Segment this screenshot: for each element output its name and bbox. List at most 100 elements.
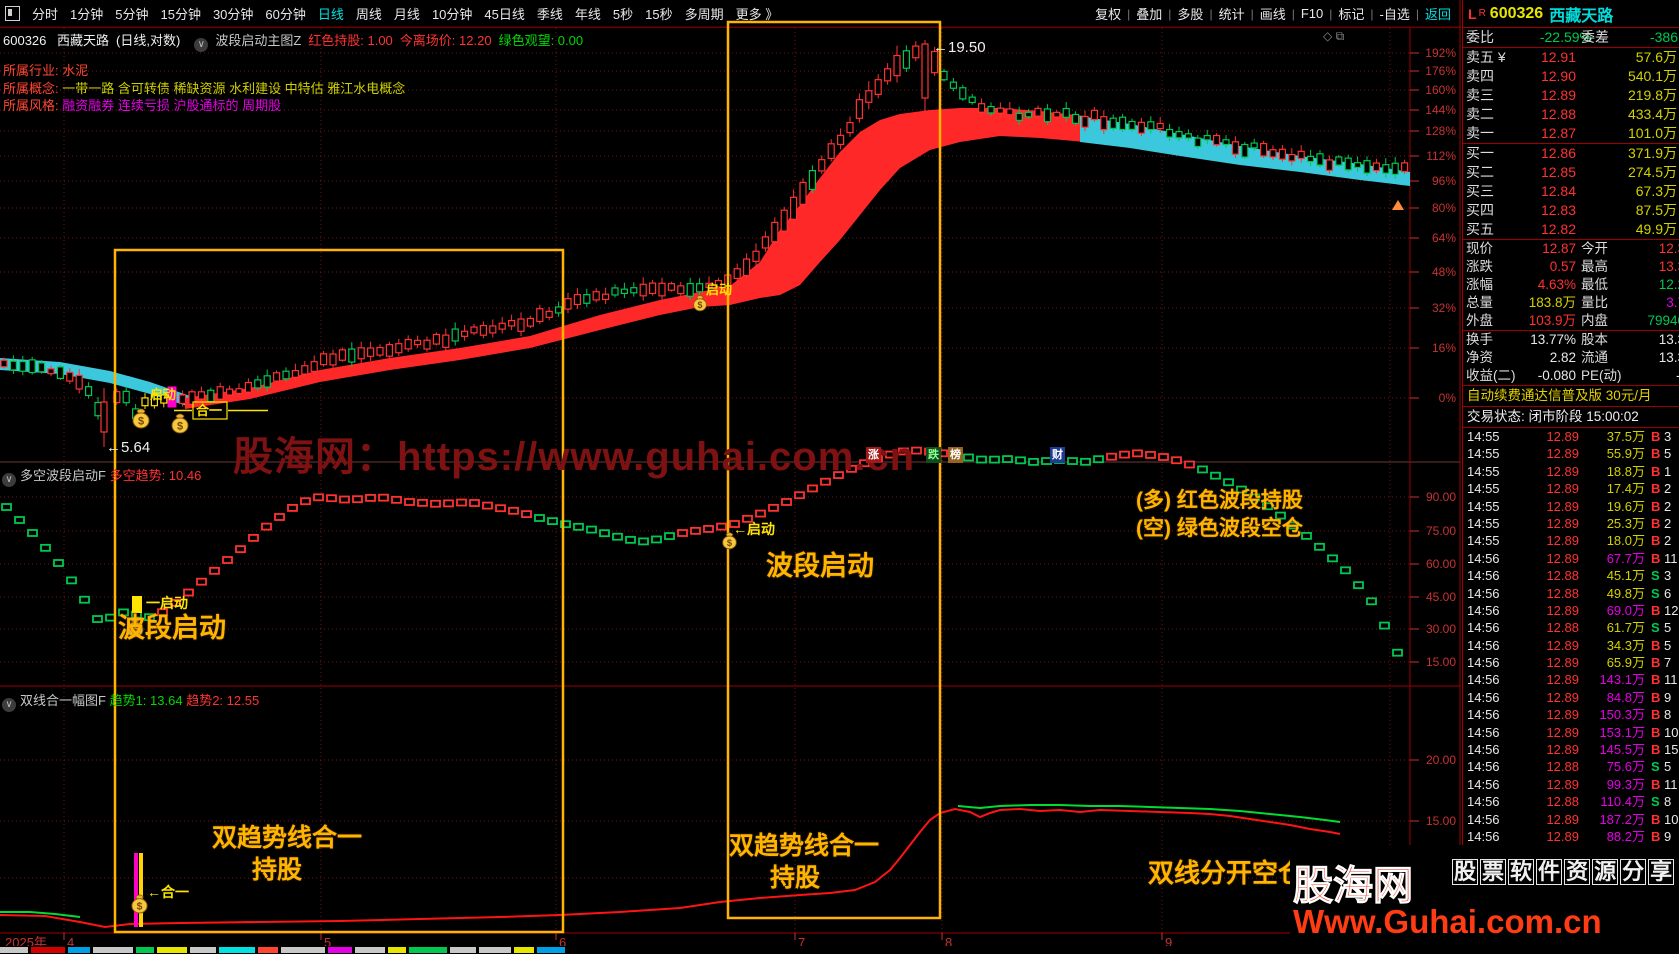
menu-period-15秒[interactable]: 15秒 <box>645 7 673 22</box>
tick-row[interactable]: 14:56 12.89 145.5万 B 15 <box>1467 742 1679 758</box>
annotation-text: (多) 红色波段持股 <box>1136 489 1303 512</box>
tick-row[interactable]: 14:55 12.89 18.8万 B 1 <box>1467 463 1672 479</box>
menu-tool-F10[interactable]: F10 <box>1300 6 1324 21</box>
bid-row[interactable]: 买四 12.83 87.5万 <box>1466 202 1677 218</box>
ask-row[interactable]: 卖三 12.89 219.8万 <box>1466 87 1677 103</box>
tick-row[interactable]: 14:55 12.89 17.4万 B 2 <box>1467 481 1672 497</box>
panel-stock-name[interactable]: 西藏天路 <box>1549 7 1614 25</box>
tick-row[interactable]: 14:55 12.89 25.3万 B 2 <box>1467 515 1672 531</box>
ask-row[interactable]: 卖一 12.87 101.0万 <box>1466 125 1677 141</box>
tick-row[interactable]: 14:56 12.89 84.8万 B 9 <box>1467 689 1672 705</box>
menu-period-30分钟[interactable]: 30分钟 <box>212 7 254 22</box>
menu-period-周线[interactable]: 周线 <box>355 7 382 22</box>
menu-period-多周期[interactable]: 多周期 <box>684 7 724 22</box>
menu-tool-多股[interactable]: 多股 <box>1177 7 1204 22</box>
tick-row[interactable]: 14:56 12.88 45.1万 S 3 <box>1467 568 1672 584</box>
menu-period-1分钟[interactable]: 1分钟 <box>70 7 104 22</box>
menu-period-10分钟[interactable]: 10分钟 <box>431 7 473 22</box>
tick-row[interactable]: 14:56 12.88 49.8万 S 6 <box>1467 585 1672 601</box>
hot-badge-涨[interactable]: 涨 <box>866 447 881 463</box>
tick-row[interactable]: 14:56 12.88 75.6万 S 5 <box>1467 759 1672 775</box>
main-indicator-name[interactable]: 波段启动主图Z <box>215 33 302 48</box>
menu-period-分时[interactable]: 分时 <box>32 7 59 22</box>
axis-label: 160% <box>1425 83 1456 97</box>
tick-list[interactable]: 14:55 12.89 37.5万 B 3 14:55 12.89 55.9万 B 5 14:55 1… <box>1463 428 1679 884</box>
collapse-icon[interactable]: ∨ <box>194 38 209 52</box>
axis-label: 80% <box>1432 201 1456 215</box>
chart-canvas[interactable]: 192%176%160%144%128%112%96%80%64%48%32%1… <box>0 0 1461 954</box>
hot-badge-跌[interactable]: 跌 <box>926 447 941 463</box>
annotation-text: 双趋势线合一 <box>729 832 880 860</box>
tick-row[interactable]: 14:55 12.89 37.5万 B 3 <box>1467 429 1672 444</box>
tick-row[interactable]: 14:56 12.89 153.1万 B 10 <box>1467 724 1679 740</box>
tick-row[interactable]: 14:55 12.89 18.0万 B 2 <box>1467 533 1672 549</box>
corner-watermark: 股海网 股票软件资源分享 Www.Guhai.com.cn <box>1290 845 1679 954</box>
watermark-title: 股海网 <box>1293 864 1414 909</box>
status-fragment <box>281 947 325 953</box>
menu-period-季线[interactable]: 季线 <box>536 7 563 22</box>
tick-row[interactable]: 14:56 12.89 69.0万 B 12 <box>1467 602 1679 618</box>
tick-row[interactable]: 14:55 12.89 19.6万 B 2 <box>1467 498 1672 514</box>
tick-row[interactable]: 14:55 12.89 55.9万 B 5 <box>1467 446 1672 462</box>
status-fragment <box>328 947 352 953</box>
axis-label: 144% <box>1425 103 1456 117</box>
menu-tool-统计[interactable]: 统计 <box>1218 7 1245 22</box>
watermark-subtitle: 股票软件资源分享 <box>1452 859 1675 885</box>
menu-period-15分钟[interactable]: 15分钟 <box>160 7 201 22</box>
bid-row[interactable]: 买二 12.85 274.5万 <box>1466 164 1677 180</box>
menu-period-更多 》[interactable]: 更多 》 <box>735 7 779 22</box>
bid-row[interactable]: 买五 12.82 49.9万 <box>1466 221 1677 237</box>
menu-period-日线[interactable]: 日线 <box>317 7 344 22</box>
tick-row[interactable]: 14:56 12.88 61.7万 S 5 <box>1467 620 1672 636</box>
menu-tool-标记[interactable]: 标记 <box>1338 7 1365 22</box>
annotation-text: 双线分开空仓 <box>1148 858 1305 888</box>
pane2-indicator-name[interactable]: 多空波段启动F <box>20 468 106 483</box>
symbol-header: 600326 西藏天路 (日线,对数) ∨ 波段启动主图Z 红色持股: 1.00 今离场价… <box>3 30 597 52</box>
bid-row[interactable]: 买一 12.86 371.9万 <box>1466 145 1677 161</box>
collapse-icon[interactable]: ∨ <box>2 473 16 487</box>
signal-label: 一启动 <box>146 595 188 611</box>
tick-row[interactable]: 14:56 12.89 67.7万 B 11 <box>1467 550 1678 566</box>
window-icon[interactable] <box>5 6 20 21</box>
axis-label: 96% <box>1432 174 1456 188</box>
collapse-icon[interactable]: ∨ <box>2 698 16 712</box>
tick-row[interactable]: 14:56 12.89 150.3万 B 8 <box>1467 707 1672 723</box>
status-fragment <box>388 947 406 953</box>
menu-period-60分钟[interactable]: 60分钟 <box>265 7 306 22</box>
tick-row[interactable]: 14:56 12.89 88.2万 B 9 <box>1467 828 1672 844</box>
ask-row[interactable]: 卖五 ¥12.91 57.6万 <box>1466 49 1677 65</box>
tick-row[interactable]: 14:56 12.88 110.4万 S 8 <box>1467 794 1672 810</box>
pane3-indicator-name[interactable]: 双线合一幅图F <box>20 693 106 708</box>
menu-period-月线[interactable]: 月线 <box>393 7 420 22</box>
menu-tool-画线[interactable]: 画线 <box>1259 7 1286 22</box>
menu-period-年线[interactable]: 年线 <box>574 7 601 22</box>
hot-badge-财[interactable]: 财 <box>1050 447 1065 463</box>
menu-tool--自选[interactable]: -自选 <box>1379 7 1410 22</box>
menu-tool-复权[interactable]: 复权 <box>1095 7 1122 22</box>
ask-row[interactable]: 卖四 12.90 540.1万 <box>1466 68 1677 84</box>
menu-tool-叠加[interactable]: 叠加 <box>1136 7 1163 22</box>
tick-row[interactable]: 14:56 12.89 143.1万 B 11 <box>1467 672 1678 688</box>
x-axis-month: 6 <box>559 935 566 950</box>
axis-label: 15.00 <box>1426 814 1456 828</box>
menu-period-45日线[interactable]: 45日线 <box>484 7 525 22</box>
axis-label: 20.00 <box>1426 753 1456 767</box>
menu-period-5秒[interactable]: 5秒 <box>612 7 634 22</box>
tick-row[interactable]: 14:56 12.89 65.9万 B 7 <box>1467 655 1672 671</box>
tick-row[interactable]: 14:56 12.89 187.2万 B 10 <box>1467 811 1679 827</box>
bid-row[interactable]: 买三 12.84 67.3万 <box>1466 183 1677 199</box>
flag-l: L <box>1468 5 1477 22</box>
tick-row[interactable]: 14:56 12.89 99.3万 B 11 <box>1467 776 1678 792</box>
chart-mini-icons[interactable]: ◇ ⧉ <box>1323 29 1345 43</box>
menu-tool-返回[interactable]: 返回 <box>1424 7 1451 22</box>
promo-banner[interactable]: 自动续费通达信普及版 30元/月 <box>1463 385 1679 407</box>
menu-period-5分钟[interactable]: 5分钟 <box>115 7 149 22</box>
ask-row[interactable]: 卖二 12.88 433.4万 <box>1466 106 1677 122</box>
signal-label: 合一 <box>196 403 222 418</box>
tick-row[interactable]: 14:56 12.89 34.3万 B 5 <box>1467 637 1672 653</box>
axis-label: 176% <box>1425 64 1456 78</box>
signal-stripe-yellow <box>139 853 143 927</box>
hot-badge-榜[interactable]: 榜 <box>948 447 963 463</box>
